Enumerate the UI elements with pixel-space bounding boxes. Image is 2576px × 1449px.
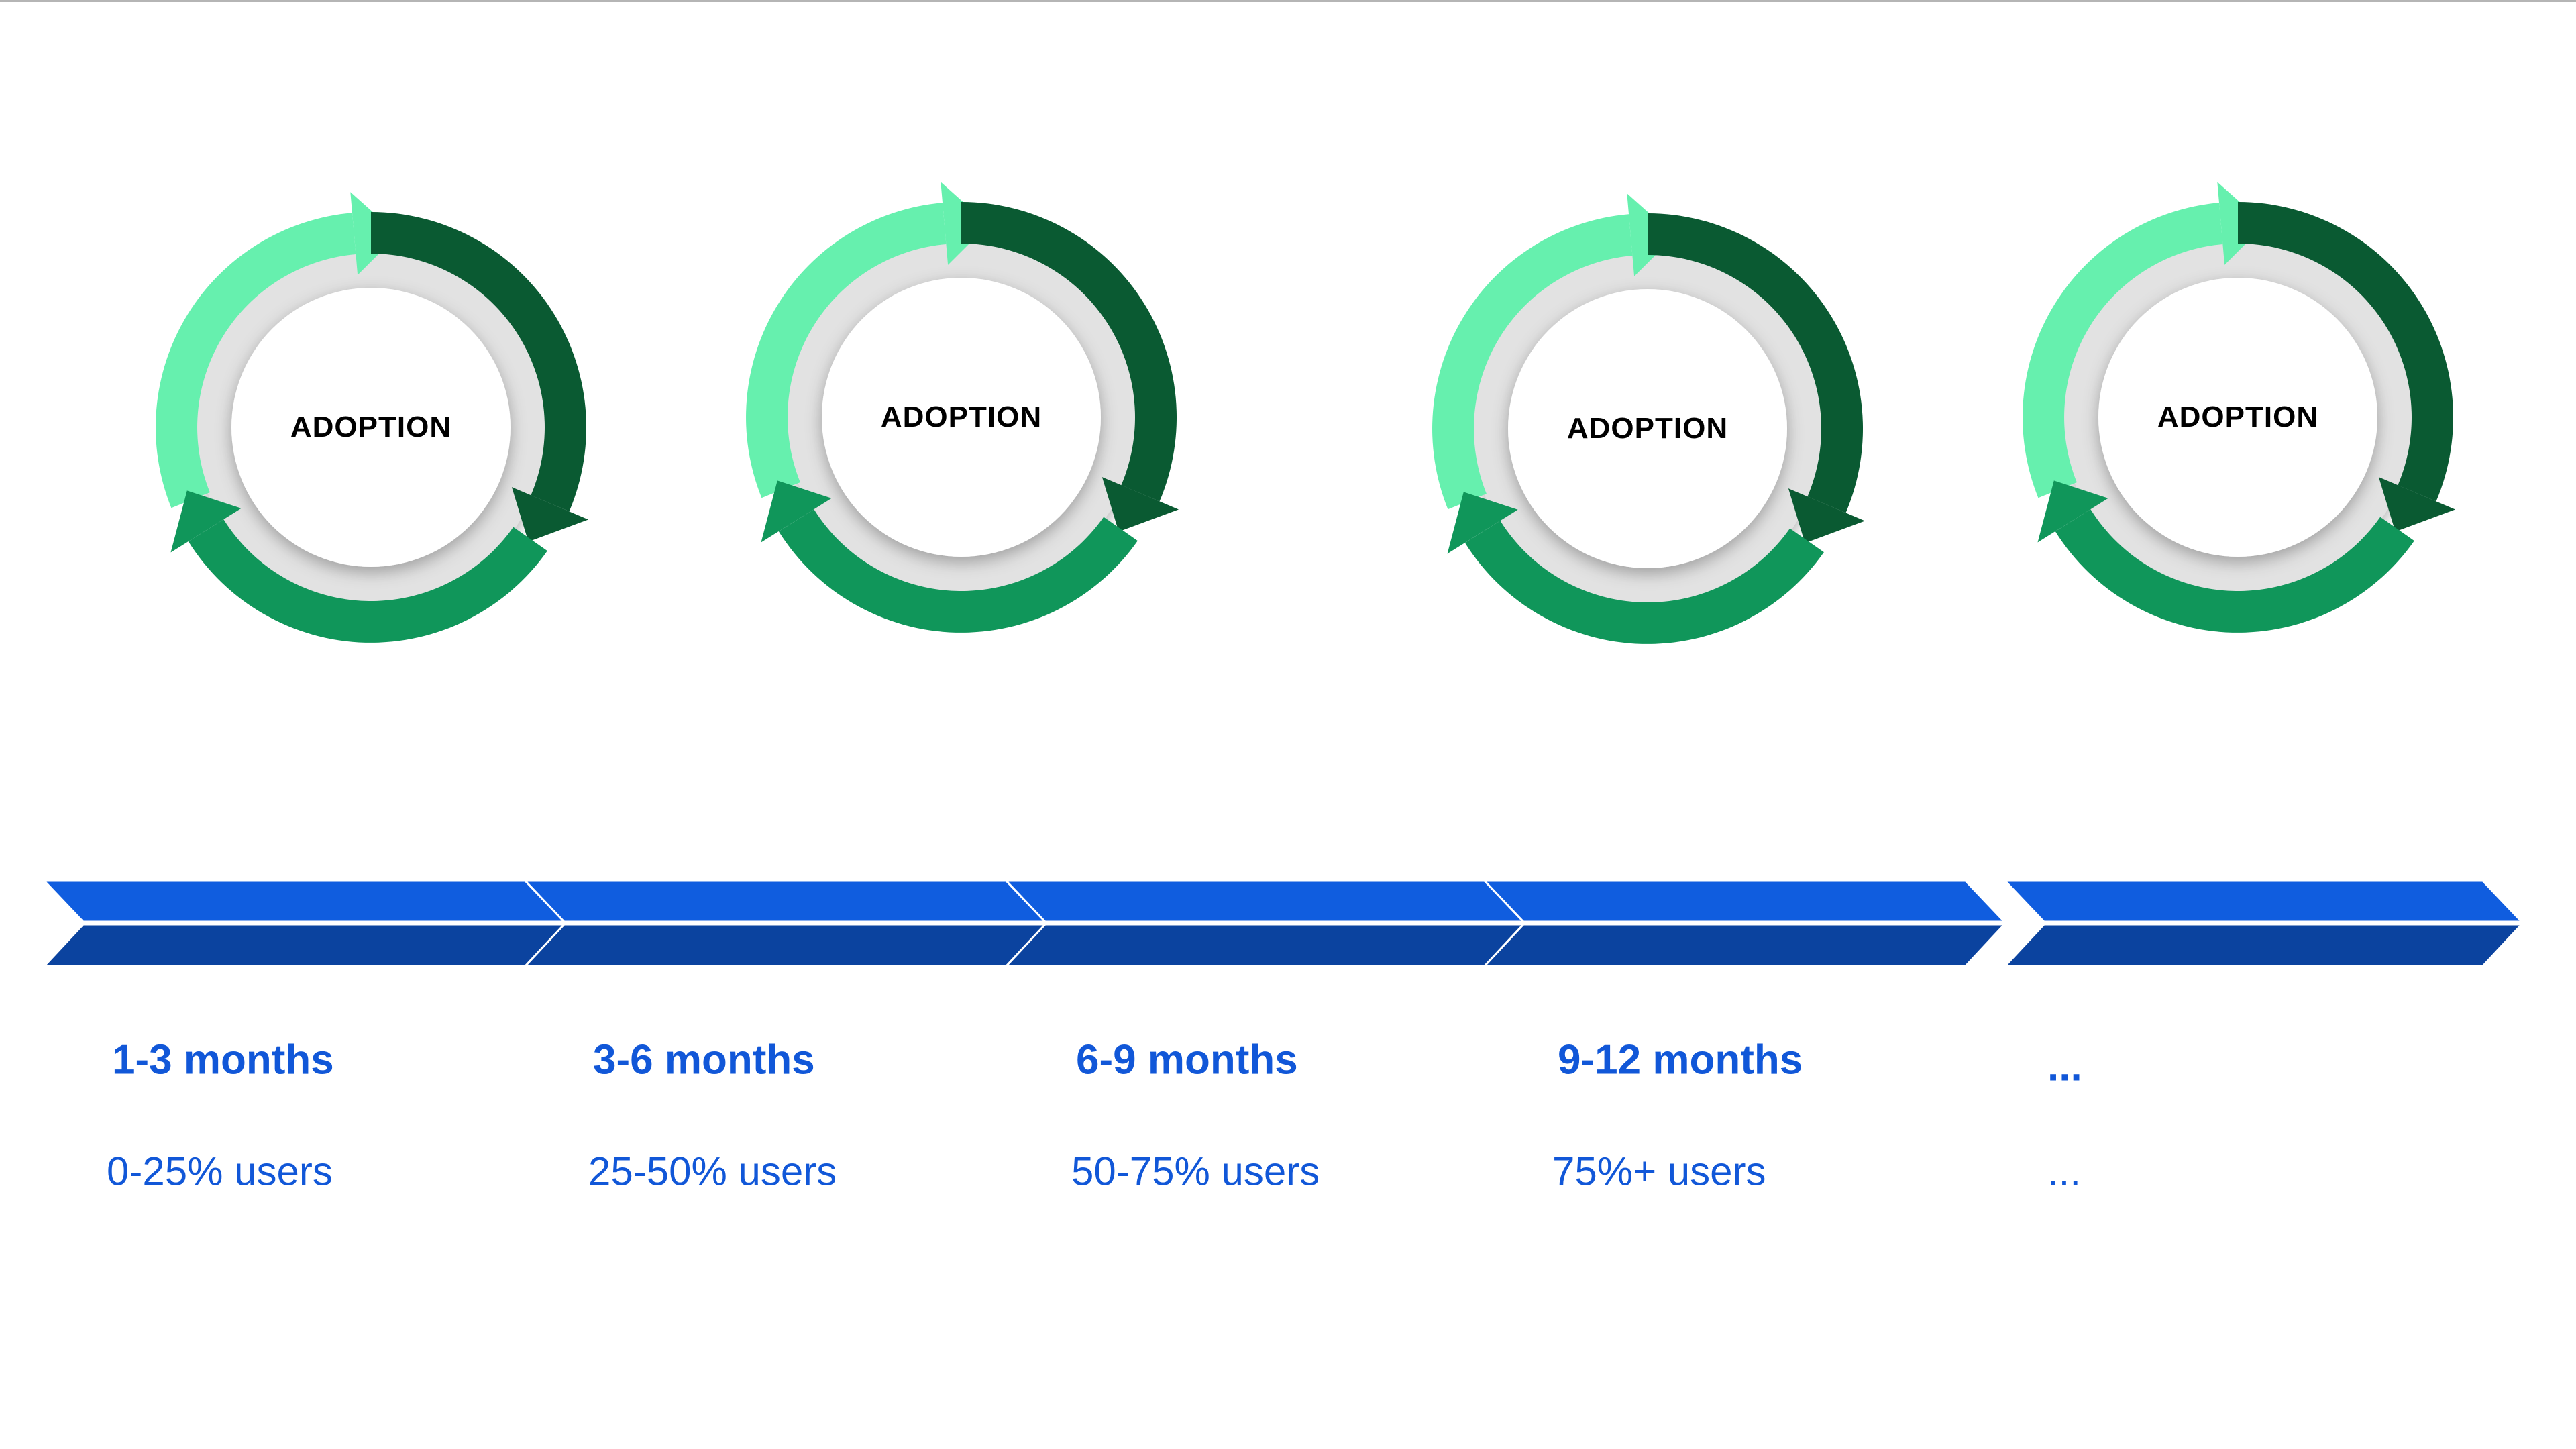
stage-users-2: 25-50% users <box>588 1148 837 1194</box>
inner-disc <box>1508 289 1787 568</box>
arrow-mid-head-icon <box>761 480 832 543</box>
timeline-chevrons <box>42 879 2524 967</box>
arrow-mid-body <box>2055 509 2414 633</box>
arrow-dark-body <box>2238 202 2454 502</box>
arrow-dark-body <box>961 202 1177 502</box>
cycle-label: ADOPTION <box>1566 412 1729 445</box>
arrow-dark-head-icon <box>511 487 588 542</box>
top-border <box>0 0 2576 2</box>
arrow-light-body <box>2023 203 2223 498</box>
chevron-2-top <box>523 879 1048 923</box>
adoption-cycle-4: ADOPTION <box>1983 162 2493 672</box>
arrow-light-body <box>1432 214 1633 510</box>
adoption-cycle-3: ADOPTION <box>1393 174 1902 684</box>
stage-title-4: 9-12 months <box>1558 1036 1803 1083</box>
arrow-light-body <box>156 213 356 508</box>
arrow-dark-head-icon <box>1102 477 1179 532</box>
chevron-1-top <box>42 879 567 923</box>
adoption-cycle-2: ADOPTION <box>706 162 1216 672</box>
chevron-3-top <box>1004 879 1526 923</box>
arrow-mid-head-icon <box>2037 480 2108 543</box>
arrow-light-body <box>746 203 947 498</box>
chevron-2-bottom <box>523 923 1048 967</box>
chevron-4-bottom <box>1482 923 2007 967</box>
stage-title-5: ... <box>2047 1043 2082 1090</box>
chevron-5-bottom <box>2002 923 2524 967</box>
arrow-dark-head-icon <box>2378 477 2455 532</box>
arrow-mid-body <box>778 509 1138 633</box>
cycle-arrows-icon <box>1432 193 1865 644</box>
cycle-arrows-icon <box>2023 182 2455 633</box>
stage-users-5: ... <box>2047 1148 2082 1194</box>
chevron-4-top <box>1482 879 2007 923</box>
arrow-mid-head-icon <box>170 490 241 553</box>
stage-title-2: 3-6 months <box>593 1036 815 1083</box>
arrow-mid-body <box>1464 521 1824 644</box>
inner-disc <box>231 288 511 567</box>
arrow-dark-body <box>371 212 587 512</box>
cycle-arrows-icon <box>746 182 1179 633</box>
cycle-label: ADOPTION <box>290 411 452 443</box>
stage-title-1: 1-3 months <box>112 1036 334 1083</box>
arrow-mid-head-icon <box>1447 492 1518 554</box>
cycle-label: ADOPTION <box>2157 400 2319 433</box>
cycle-arrows-icon <box>156 192 588 643</box>
chevron-3-bottom <box>1004 923 1526 967</box>
stage-users-3: 50-75% users <box>1071 1148 1320 1194</box>
arrow-mid-body <box>188 519 547 643</box>
inner-disc <box>2098 278 2377 557</box>
inner-disc <box>822 278 1101 557</box>
stage-title-3: 6-9 months <box>1076 1036 1298 1083</box>
adoption-cycle-1: ADOPTION <box>116 172 626 682</box>
stage-users-1: 0-25% users <box>107 1148 333 1194</box>
arrow-dark-head-icon <box>1788 488 1865 543</box>
chevron-5-top <box>2002 879 2524 923</box>
chevron-1-bottom <box>42 923 567 967</box>
stage-users-4: 75%+ users <box>1552 1148 1766 1194</box>
arrow-dark-body <box>1648 213 1864 513</box>
cycle-label: ADOPTION <box>880 400 1042 433</box>
